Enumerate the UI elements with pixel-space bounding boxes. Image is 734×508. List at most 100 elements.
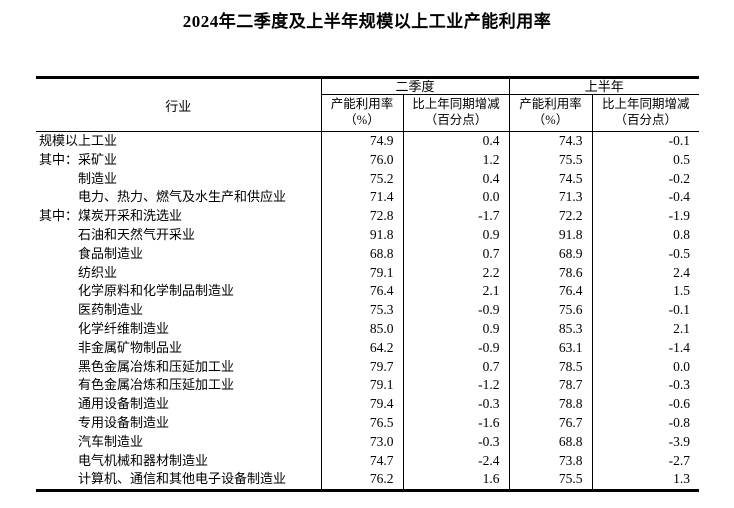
- table-body: 规模以上工业 74.9 0.4 74.3 -0.1 其中：采矿业 76.0 1.2 75.5 0.…: [36, 131, 700, 491]
- industry-label: 电气机械和器材制造业: [78, 452, 209, 468]
- table-row: 有色金属冶炼和压延加工业 79.1 -1.2 78.7 -0.3: [36, 376, 700, 396]
- value-cell: 75.5: [508, 470, 593, 491]
- industry-label: 纺织业: [78, 264, 118, 280]
- table-row: 黑色金属冶炼和压延加工业 79.7 0.7 78.5 0.0: [36, 357, 700, 377]
- value-cell: 76.4: [508, 282, 593, 302]
- value-cell: 64.2: [320, 338, 403, 358]
- group-header-row: 行业 二季度 上半年: [36, 77, 700, 132]
- value-cell: 0.4: [402, 131, 510, 151]
- col-header-line: 比上年同期增减: [412, 97, 500, 111]
- value-cell: -1.7: [402, 207, 510, 226]
- value-cell: 75.3: [320, 301, 403, 320]
- table-row: 规模以上工业 74.9 0.4 74.3 -0.1: [36, 131, 700, 151]
- value-cell: 76.7: [508, 413, 593, 433]
- table-row: 计算机、通信和其他电子设备制造业 76.2 1.6 75.5 1.3: [36, 470, 700, 491]
- industry-label: 有色金属冶炼和压延加工业: [78, 377, 235, 393]
- value-cell: 0.4: [402, 169, 510, 189]
- industry-label: 专用设备制造业: [78, 414, 170, 430]
- group-header-q2: 二季度: [320, 77, 510, 95]
- value-cell: 73.8: [508, 451, 593, 471]
- value-cell: 0.0: [591, 357, 700, 377]
- table-row: 其中：采矿业 76.0 1.2 75.5 0.5: [36, 150, 700, 170]
- value-cell: 72.2: [508, 207, 593, 226]
- table-header: 行业 二季度 上半年 产能利用率 （%） 比上年同期增减 （百分点） 产能利用率…: [36, 77, 700, 132]
- col-header-line: （%）: [344, 112, 380, 127]
- group-header-h1: 上半年: [508, 77, 700, 95]
- industry-label: 其中：煤炭开采和洗选业: [39, 208, 183, 224]
- table-row: 专用设备制造业 76.5 -1.6 76.7 -0.8: [36, 413, 700, 433]
- col-header-line: （百分点）: [424, 112, 488, 127]
- value-cell: 63.1: [508, 338, 593, 358]
- value-cell: 74.7: [320, 451, 403, 471]
- value-cell: 68.8: [320, 244, 403, 264]
- value-cell: 85.3: [508, 319, 593, 339]
- col-header-line: 产能利用率: [519, 97, 582, 111]
- value-cell: 74.5: [508, 169, 593, 189]
- value-cell: -1.6: [402, 413, 510, 433]
- value-cell: 79.1: [320, 376, 403, 396]
- col-header-line: 比上年同期增减: [602, 97, 690, 111]
- value-cell: -0.1: [591, 301, 700, 320]
- col-header-h1-rate: 产能利用率 （%）: [508, 94, 593, 132]
- value-cell: 91.8: [508, 225, 593, 245]
- table-row: 通用设备制造业 79.4 -0.3 78.8 -0.6: [36, 395, 700, 414]
- value-cell: 78.8: [508, 395, 593, 414]
- industry-label: 食品制造业: [78, 245, 144, 261]
- table-row: 电力、热力、燃气及水生产和供应业 71.4 0.0 71.3 -0.4: [36, 188, 700, 208]
- value-cell: -0.3: [402, 395, 510, 414]
- table-row: 汽车制造业 73.0 -0.3 68.8 -3.9: [36, 432, 700, 452]
- value-cell: 76.4: [320, 282, 403, 302]
- value-cell: -0.9: [402, 338, 510, 358]
- value-cell: -0.3: [591, 376, 700, 396]
- value-cell: 1.2: [402, 150, 510, 170]
- value-cell: 72.8: [320, 207, 403, 226]
- value-cell: 68.8: [508, 432, 593, 452]
- sub-header-row: 产能利用率 （%） 比上年同期增减 （百分点） 产能利用率 （%） 比上年同期增…: [36, 94, 700, 132]
- industry-label: 化学纤维制造业: [78, 320, 170, 336]
- value-cell: -0.5: [591, 244, 700, 264]
- value-cell: 1.5: [591, 282, 700, 302]
- value-cell: -1.2: [402, 376, 510, 396]
- col-header-q2-change: 比上年同期增减 （百分点）: [402, 94, 510, 132]
- value-cell: -1.9: [591, 207, 700, 226]
- value-cell: 2.1: [402, 282, 510, 302]
- value-cell: -0.8: [591, 413, 700, 433]
- value-cell: -1.4: [591, 338, 700, 358]
- value-cell: -0.2: [591, 169, 700, 189]
- value-cell: 85.0: [320, 319, 403, 339]
- value-cell: 78.7: [508, 376, 593, 396]
- page-title: 2024年二季度及上半年规模以上工业产能利用率: [182, 12, 552, 31]
- value-cell: 2.2: [402, 263, 510, 283]
- industry-label: 非金属矿物制品业: [78, 339, 183, 355]
- value-cell: 74.9: [320, 131, 403, 151]
- value-cell: 71.4: [320, 188, 403, 208]
- value-cell: 78.5: [508, 357, 593, 377]
- col-header-h1-change: 比上年同期增减 （百分点）: [591, 94, 700, 132]
- value-cell: -2.7: [591, 451, 700, 471]
- capacity-utilization-table: 行业 二季度 上半年 产能利用率 （%） 比上年同期增减 （百分点） 产能利用率…: [36, 76, 700, 493]
- value-cell: -0.4: [591, 188, 700, 208]
- value-cell: 0.5: [591, 150, 700, 170]
- industry-label: 制造业: [78, 170, 118, 186]
- table-row: 化学原料和化学制品制造业 76.4 2.1 76.4 1.5: [36, 282, 700, 302]
- value-cell: 0.8: [591, 225, 700, 245]
- value-cell: 2.1: [591, 319, 700, 339]
- industry-label: 医药制造业: [78, 302, 144, 318]
- industry-label: 规模以上工业: [39, 133, 118, 148]
- value-cell: -3.9: [591, 432, 700, 452]
- value-cell: -0.3: [402, 432, 510, 452]
- industry-label: 黑色金属冶炼和压延加工业: [78, 358, 235, 374]
- table-row: 化学纤维制造业 85.0 0.9 85.3 2.1: [36, 319, 700, 339]
- value-cell: 1.3: [591, 470, 700, 491]
- industry-label: 其中：采矿业: [39, 151, 118, 167]
- col-header-q2-rate: 产能利用率 （%）: [320, 94, 403, 132]
- col-header-line: （%）: [532, 112, 569, 127]
- value-cell: 75.6: [508, 301, 593, 320]
- table-row: 纺织业 79.1 2.2 78.6 2.4: [36, 263, 700, 283]
- value-cell: 68.9: [508, 244, 593, 264]
- value-cell: 71.3: [508, 188, 593, 208]
- table-row: 食品制造业 68.8 0.7 68.9 -0.5: [36, 244, 700, 264]
- value-cell: 76.5: [320, 413, 403, 433]
- value-cell: 91.8: [320, 225, 403, 245]
- value-cell: 76.0: [320, 150, 403, 170]
